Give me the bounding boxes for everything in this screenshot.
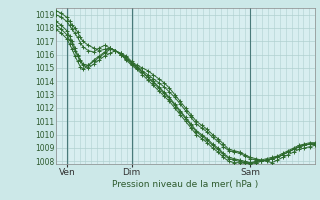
X-axis label: Pression niveau de la mer( hPa ): Pression niveau de la mer( hPa ) [112,180,259,189]
